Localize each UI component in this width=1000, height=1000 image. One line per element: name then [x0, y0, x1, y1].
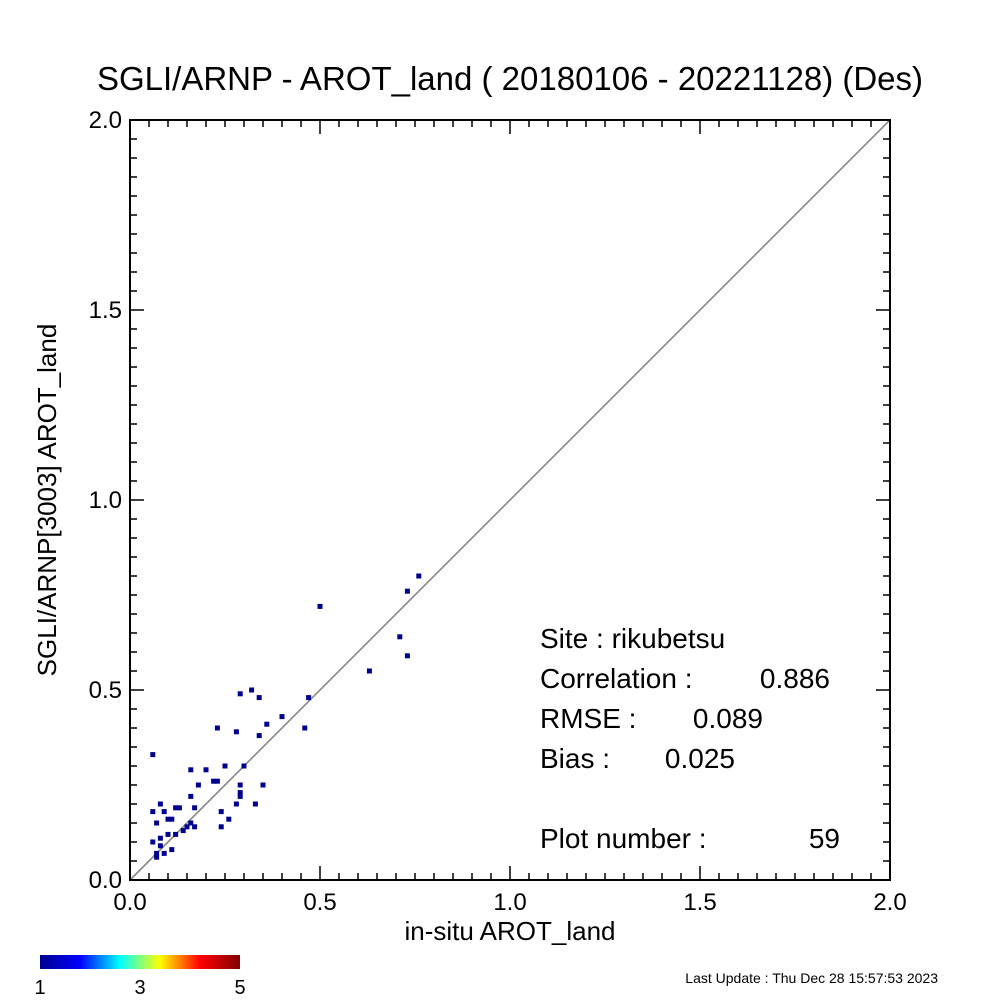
stats-plot-number-value: 59 [809, 823, 840, 854]
one-to-one-line [129, 119, 891, 881]
scatter-point [237, 790, 243, 796]
x-tick-label: 2.0 [873, 889, 906, 916]
scatter-point [157, 843, 163, 849]
y-tick-label: 0.0 [89, 867, 122, 894]
y-tick-label: 0.5 [89, 677, 122, 704]
scatter-point [233, 729, 239, 735]
scatter-point [161, 850, 167, 856]
x-axis-label: in-situ AROT_land [405, 916, 616, 946]
x-tick-label: 0.0 [113, 889, 146, 916]
scatter-point [218, 824, 224, 830]
scatter-point [416, 573, 422, 579]
stats-rmse-value: 0.089 [693, 703, 763, 734]
scatter-point [157, 835, 163, 841]
stats-correlation-label: Correlation : [540, 663, 693, 694]
scatter-point [218, 809, 224, 815]
stats-box: Site : rikubetsu Correlation : 0.886 RMS… [540, 623, 840, 854]
scatter-point [169, 847, 175, 853]
stats-bias-value: 0.025 [665, 743, 735, 774]
stats-bias-label: Bias : [540, 743, 610, 774]
scatter-point [154, 850, 160, 856]
scatter-point [404, 653, 410, 659]
scatter-point [188, 767, 194, 773]
colorbar-gradient [40, 955, 240, 969]
scatter-point [157, 801, 163, 807]
scatter-point [173, 805, 179, 811]
colorbar-max-label: 5 [234, 977, 245, 999]
scatter-point [180, 828, 186, 834]
scatter-point [241, 763, 247, 769]
scatter-point [260, 782, 266, 788]
scatter-point [256, 695, 262, 701]
plot-area: 0.0 0.5 1.0 1.5 2.0 0.0 0.5 1.0 1.5 2.0 [89, 107, 907, 916]
chart-title: SGLI/ARNP - AROT_land ( 20180106 - 20221… [97, 60, 923, 97]
scatter-point [237, 793, 243, 799]
scatter-point [404, 588, 410, 594]
y-tick-label: 1.0 [89, 487, 122, 514]
scatter-point [233, 801, 239, 807]
scatter-point [279, 714, 285, 720]
scatter-point [214, 778, 220, 784]
scatter-point [165, 831, 171, 837]
x-tick-label: 1.5 [683, 889, 716, 916]
scatter-point [317, 603, 323, 609]
scatter-point [184, 824, 190, 830]
scatter-point [222, 763, 228, 769]
scatter-point [173, 831, 179, 837]
scatter-point [211, 778, 217, 784]
scatter-point [237, 691, 243, 697]
scatter-point [264, 721, 270, 727]
scatter-point [150, 839, 156, 845]
scatter-point [154, 854, 160, 860]
scatter-point [150, 809, 156, 815]
scatter-point [192, 805, 198, 811]
scatter-point [161, 809, 167, 815]
colorbar-min-label: 1 [34, 977, 45, 999]
scatter-point [169, 816, 175, 822]
last-update-text: Last Update : Thu Dec 28 15:57:53 2023 [685, 970, 938, 986]
scatter-point [203, 767, 209, 773]
scatter-point [226, 816, 232, 822]
scatter-point [176, 805, 182, 811]
scatter-point [188, 820, 194, 826]
y-tick-labels: 0.0 0.5 1.0 1.5 2.0 [89, 107, 122, 894]
x-tick-labels: 0.0 0.5 1.0 1.5 2.0 [113, 889, 906, 916]
scatter-point [366, 668, 372, 674]
stats-plot-number-label: Plot number : [540, 823, 707, 854]
minor-ticks [129, 119, 891, 881]
colorbar: 1 3 5 [34, 955, 246, 999]
scatter-point [249, 687, 255, 693]
scatter-point [397, 634, 403, 640]
scatter-points [150, 573, 422, 860]
stats-rmse-label: RMSE : [540, 703, 636, 734]
y-tick-label: 2.0 [89, 107, 122, 134]
stats-site: Site : rikubetsu [540, 623, 725, 654]
scatter-point [256, 733, 262, 739]
x-tick-label: 0.5 [303, 889, 336, 916]
scatter-point [165, 816, 171, 822]
scatter-point [252, 801, 258, 807]
scatter-point [306, 695, 312, 701]
scatter-point [154, 820, 160, 826]
x-tick-label: 1.0 [493, 889, 526, 916]
scatter-point [302, 725, 308, 731]
scatter-point [237, 782, 243, 788]
stats-correlation-value: 0.886 [760, 663, 830, 694]
colorbar-mid-label: 3 [134, 977, 145, 999]
scatter-point [214, 725, 220, 731]
scatter-point [192, 824, 198, 830]
y-axis-label: SGLI/ARNP[3003] AROT_land [32, 324, 62, 677]
y-tick-label: 1.5 [89, 297, 122, 324]
scatter-point [195, 782, 201, 788]
scatter-point [150, 752, 156, 758]
scatter-point [188, 793, 194, 799]
